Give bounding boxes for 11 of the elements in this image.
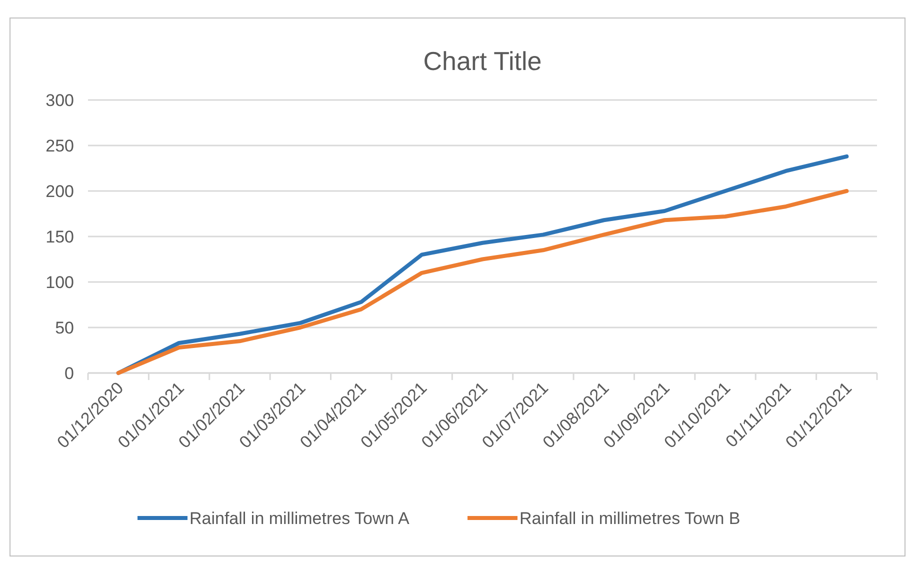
- y-tick-label: 200: [46, 182, 74, 201]
- y-tick-label: 150: [46, 227, 74, 246]
- y-tick-label: 300: [46, 90, 74, 110]
- legend-label: Rainfall in millimetres Town B: [520, 508, 740, 528]
- y-tick-label: 100: [46, 272, 74, 292]
- y-tick-label: 50: [55, 318, 74, 338]
- y-tick-label: 0: [64, 364, 74, 383]
- y-tick-label: 250: [46, 136, 74, 156]
- legend-label: Rainfall in millimetres Town A: [190, 508, 410, 528]
- chart-title: Chart Title: [423, 46, 542, 76]
- line-series: [116, 189, 849, 375]
